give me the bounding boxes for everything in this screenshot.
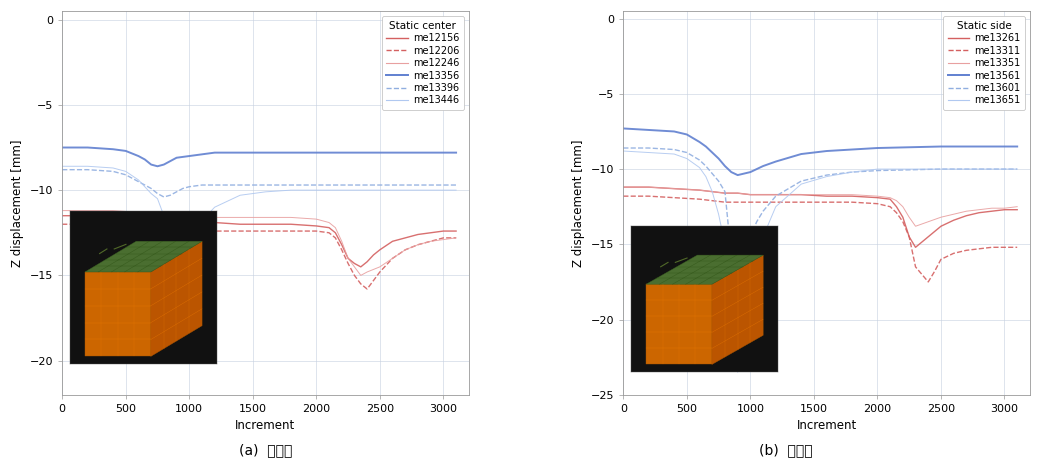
Y-axis label: Z displacement [mm]: Z displacement [mm]	[11, 139, 24, 267]
Text: (a)  중앙부: (a) 중앙부	[238, 443, 293, 458]
X-axis label: Increment: Increment	[235, 420, 296, 432]
X-axis label: Increment: Increment	[796, 420, 857, 432]
Legend: me12156, me12206, me12246, me13356, me13396, me13446: me12156, me12206, me12246, me13356, me13…	[382, 16, 464, 110]
Legend: me13261, me13311, me13351, me13561, me13601, me13651: me13261, me13311, me13351, me13561, me13…	[943, 16, 1025, 110]
Y-axis label: Z displacement [mm]: Z displacement [mm]	[573, 139, 585, 267]
Text: (b)  주변부: (b) 주변부	[759, 443, 813, 458]
